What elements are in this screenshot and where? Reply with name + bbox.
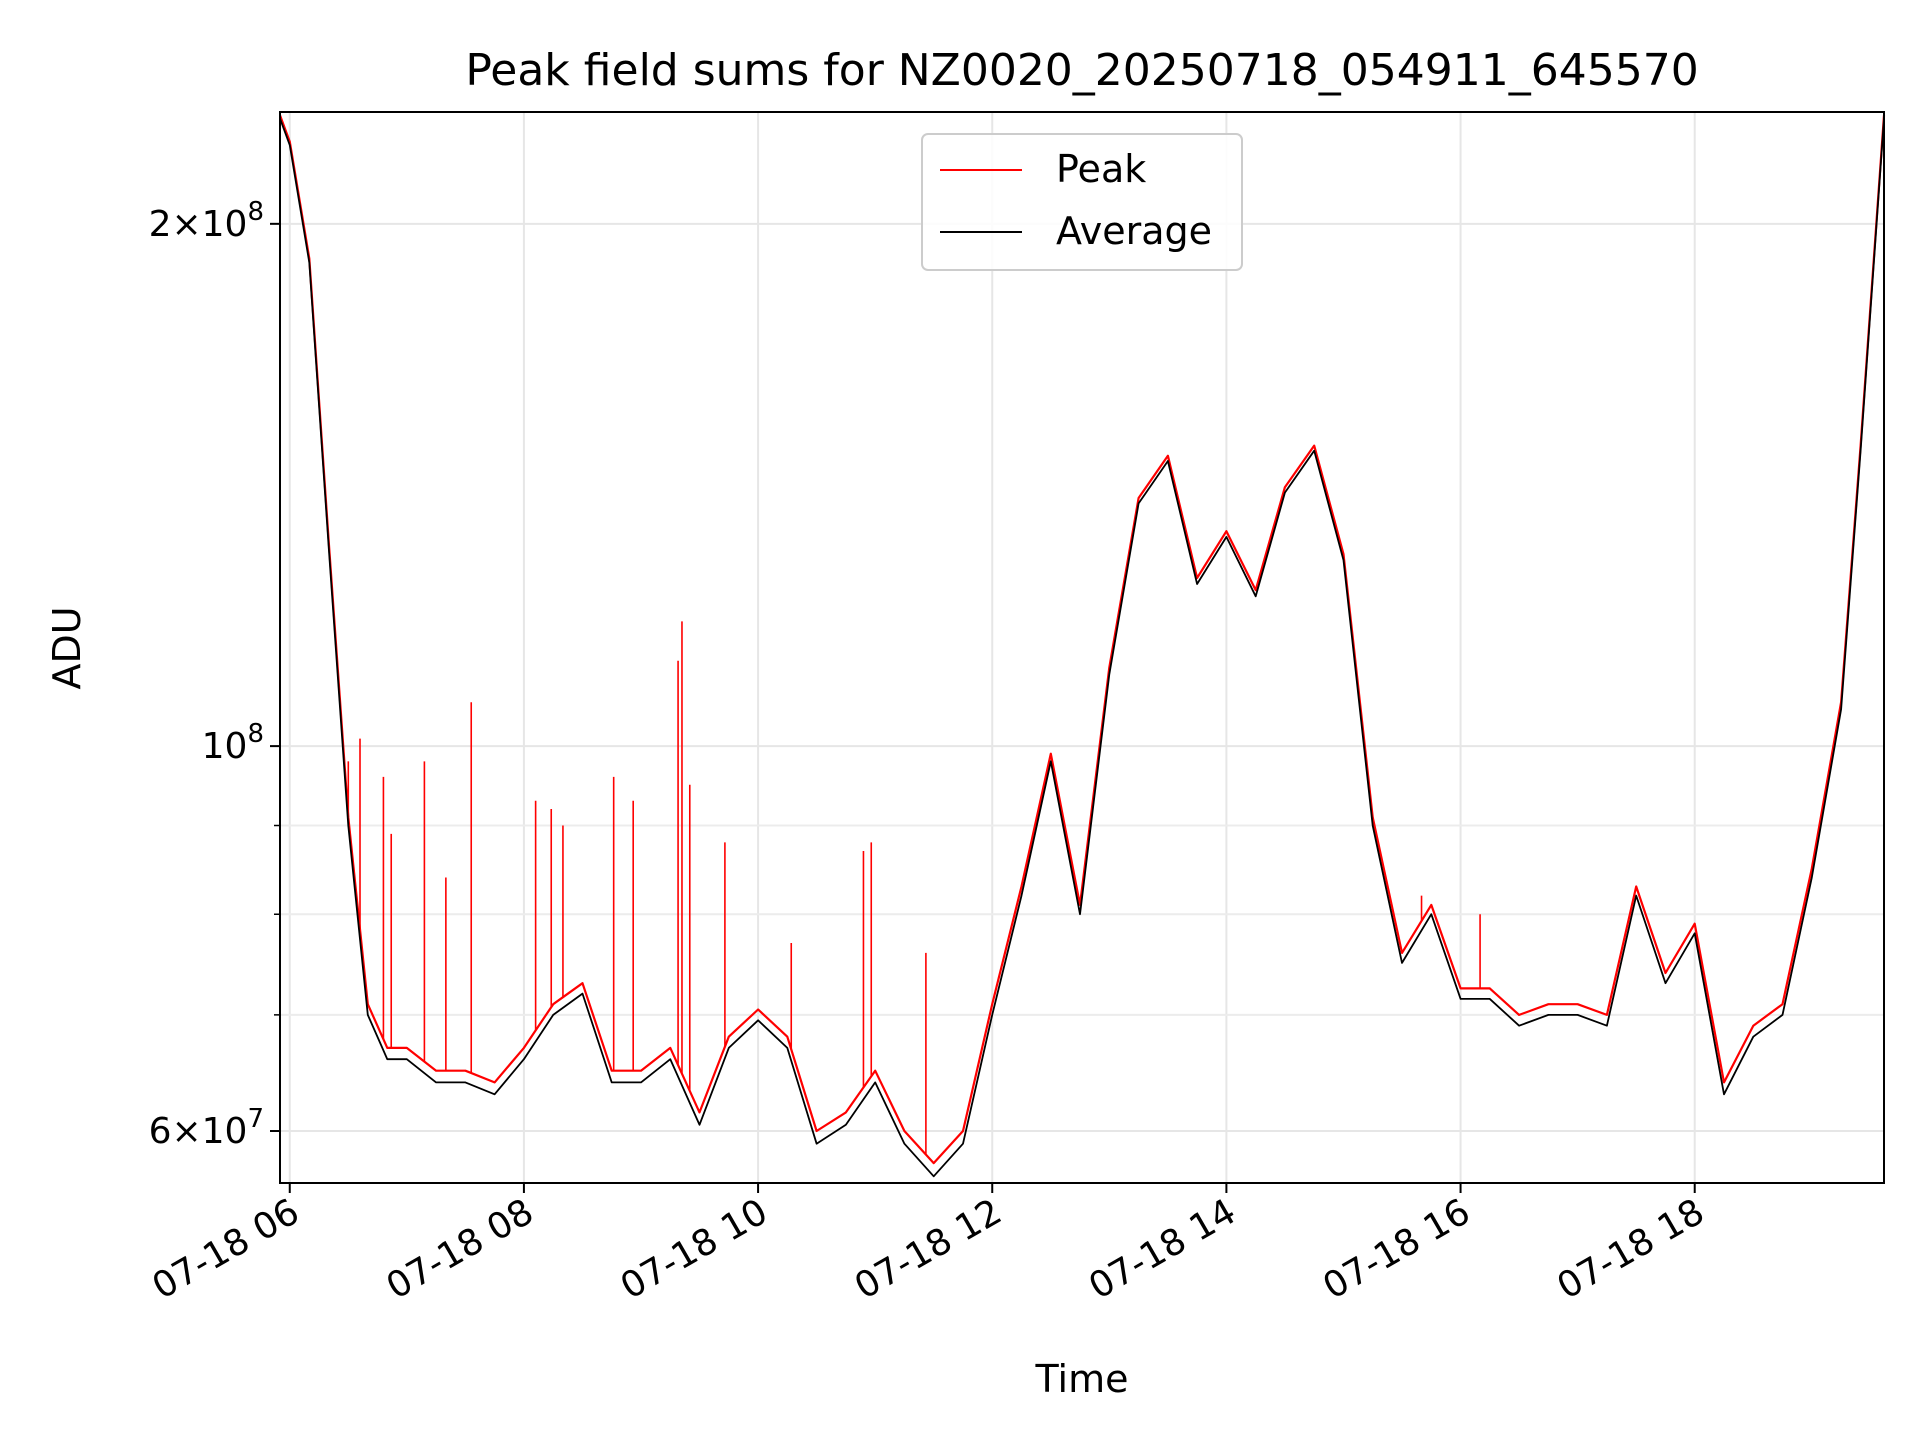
y-axis-label: ADU: [45, 606, 89, 689]
series-peak: [278, 114, 1886, 1165]
y-tick-label: 2×108: [149, 197, 264, 245]
x-axis-label: Time: [1035, 1357, 1129, 1401]
legend: Peak Average: [921, 133, 1243, 271]
series-line-peak: [278, 114, 1886, 1165]
series-line-average: [279, 118, 1885, 1178]
legend-box: [921, 133, 1243, 271]
legend-label-peak: Peak: [1056, 147, 1146, 191]
series-layer: [278, 114, 1886, 1178]
legend-label-average: Average: [1056, 209, 1212, 253]
series-average: [279, 118, 1885, 1178]
chart-title: Peak field sums for NZ0020_20250718_0549…: [465, 45, 1698, 96]
y-tick-label: 6×107: [149, 1104, 264, 1152]
y-tick-label: 108: [202, 719, 264, 767]
y-axis: 2×108 108 6×107: [149, 197, 280, 1152]
plot-frame: [279, 111, 1885, 1184]
